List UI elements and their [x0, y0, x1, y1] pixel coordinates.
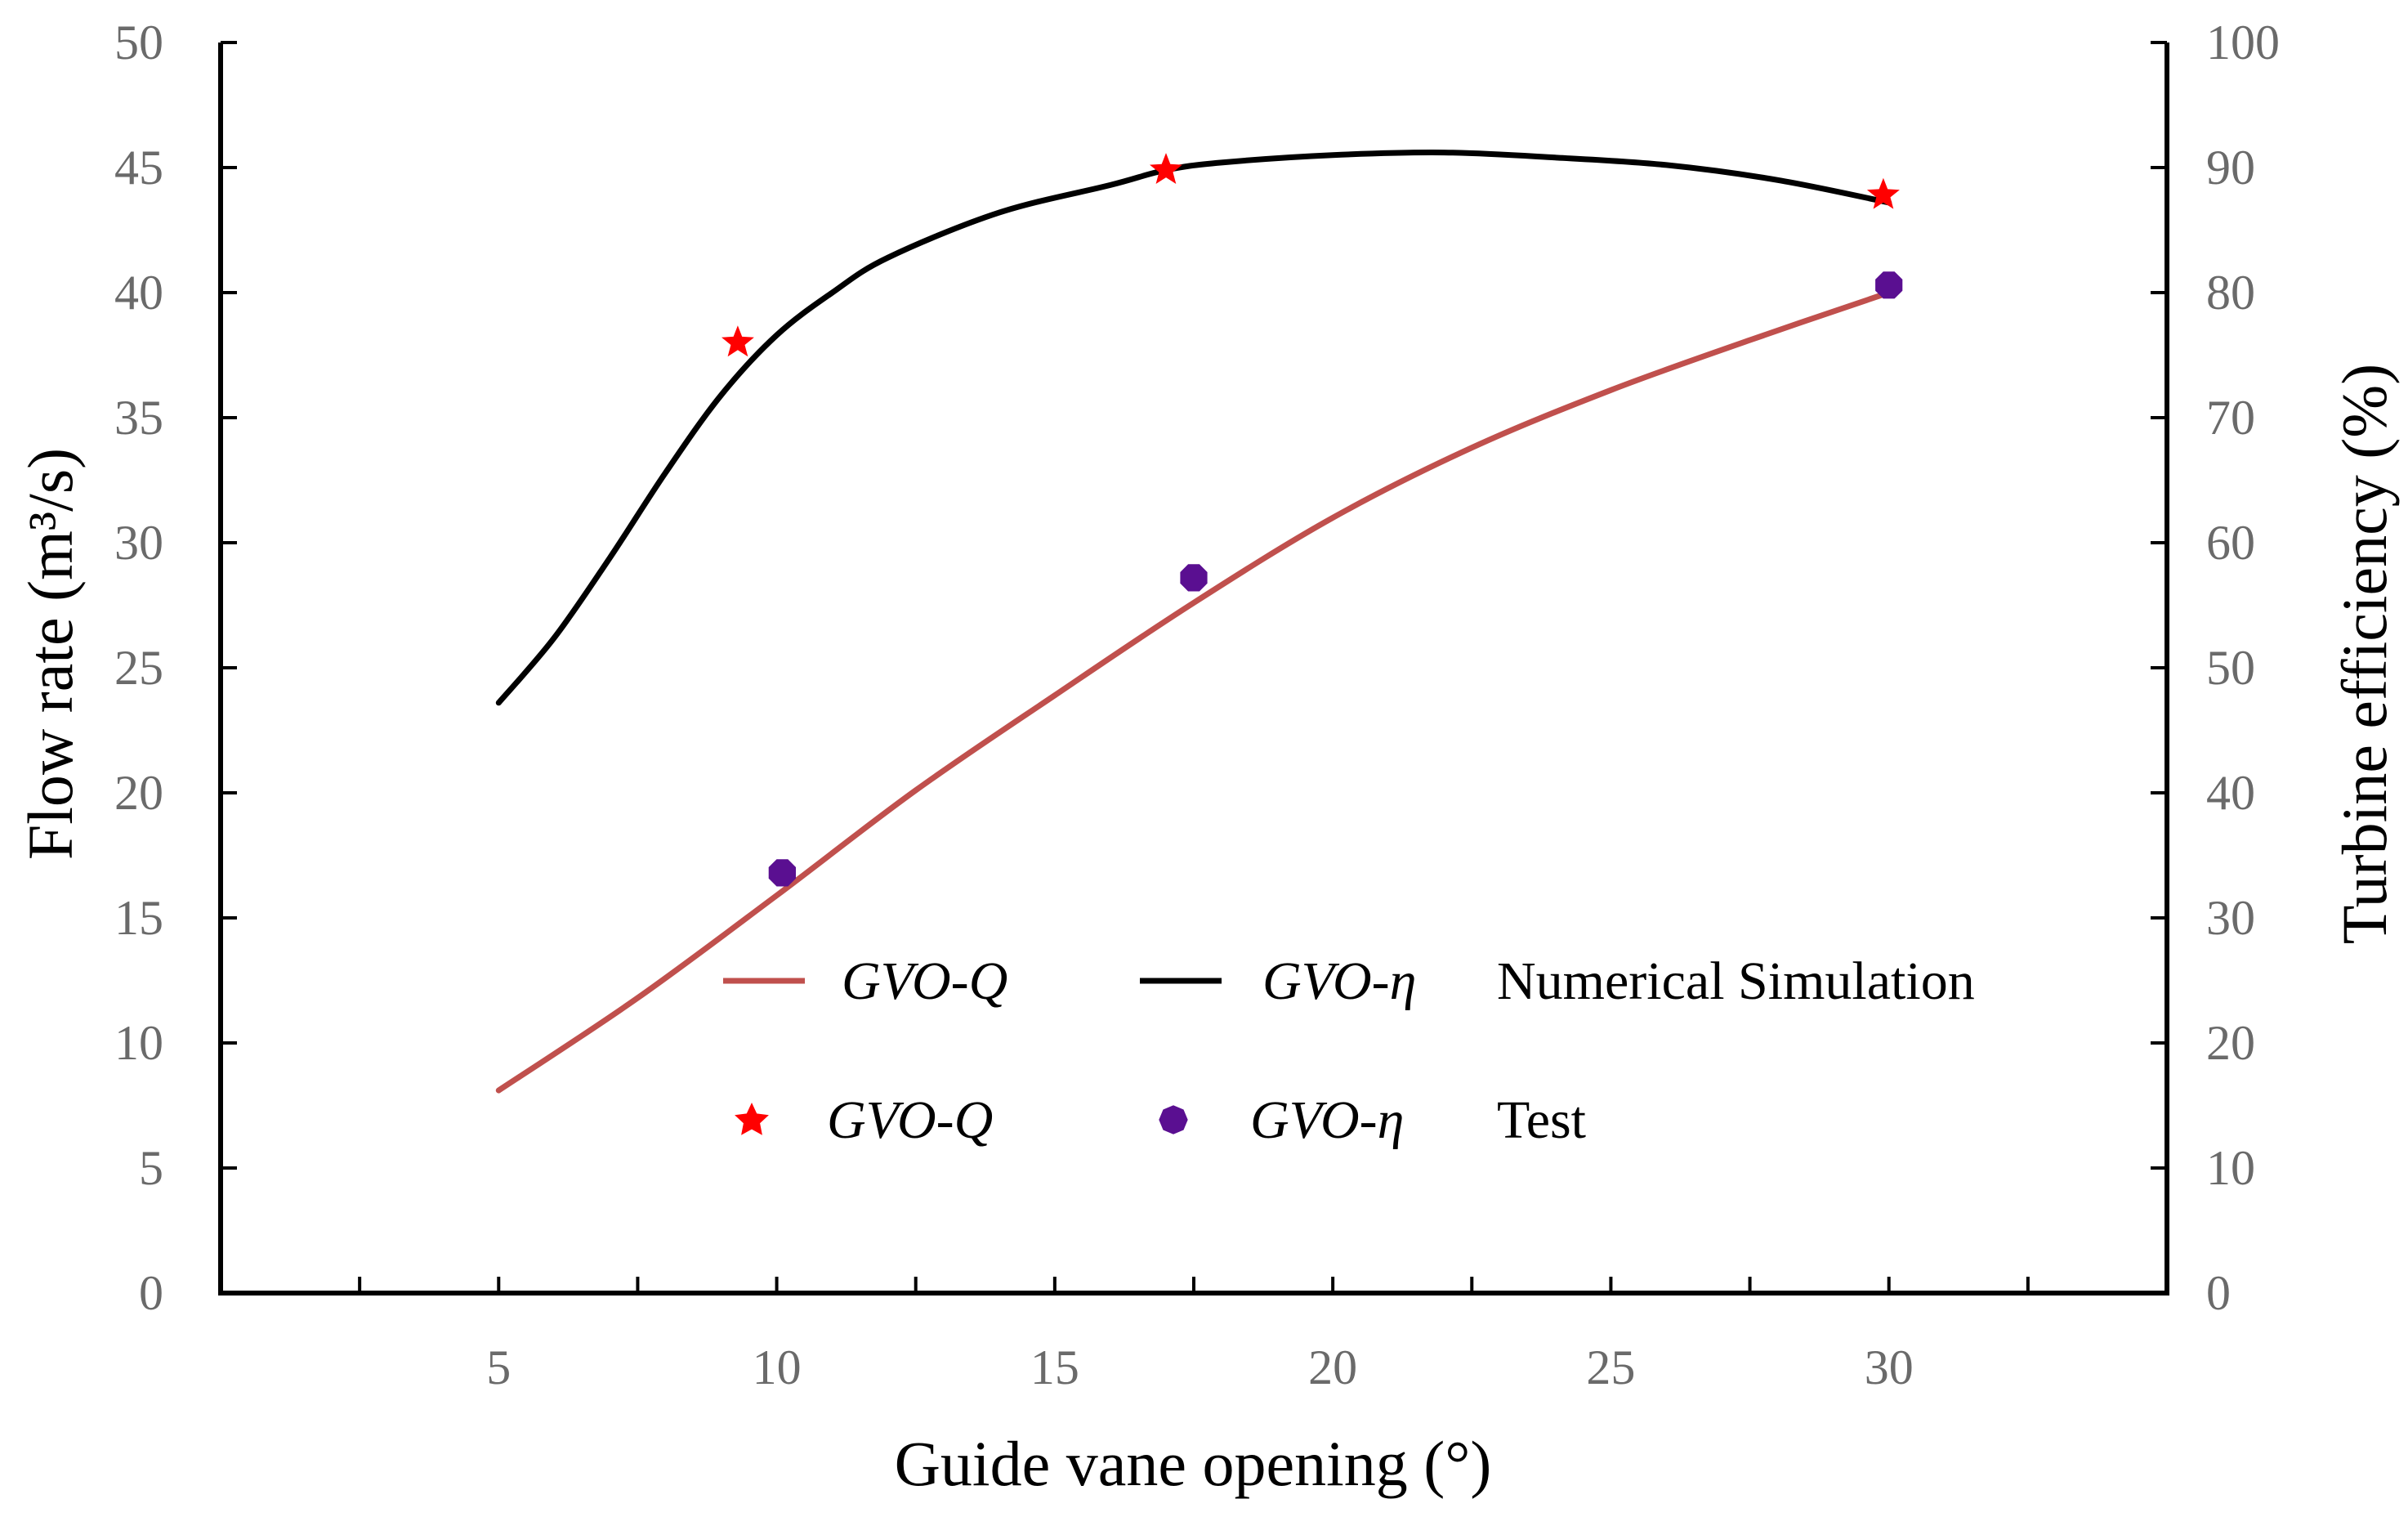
- y-right-tick-label: 60: [2206, 516, 2255, 570]
- plot-frame: [218, 43, 2169, 1296]
- x-tick-label: 20: [1308, 1340, 1357, 1394]
- y-left-tick-label: 50: [114, 16, 163, 69]
- y-right-tick-label: 80: [2206, 266, 2255, 320]
- x-tick-label: 30: [1865, 1340, 1914, 1394]
- legend-eta-line-label: GVO-η: [1262, 951, 1416, 1011]
- y-right-tick-label: 70: [2206, 391, 2255, 445]
- y-left-tick-label: 5: [139, 1141, 163, 1195]
- test-point-octagon: [1875, 271, 1903, 299]
- y-left-tick-label: 25: [114, 641, 163, 695]
- test-point-star: [722, 325, 754, 357]
- legend-eta-octagon-swatch: [1159, 1105, 1188, 1134]
- y-right-tick-label: 90: [2206, 141, 2255, 195]
- x-tick-label: 5: [486, 1340, 511, 1394]
- series-line-GVO-η: [495, 150, 1892, 706]
- legend-q-line-label: GVO-Q: [842, 951, 1007, 1011]
- y-right-tick-label: 30: [2206, 891, 2255, 945]
- legend-test-label: Test: [1497, 1090, 1586, 1150]
- y-left-tick-label: 15: [114, 891, 163, 945]
- legend: GVO-Q GVO-η Numerical Simulation GVO-Q G…: [723, 951, 1975, 1150]
- test-point-star: [1866, 177, 1900, 209]
- y-left-tick-label: 40: [114, 266, 163, 320]
- x-tick-label: 10: [753, 1340, 802, 1394]
- legend-simulation-label: Numerical Simulation: [1497, 951, 1975, 1011]
- series-line-GVO-Q: [495, 289, 1892, 1094]
- y-right-tick-label: 100: [2206, 16, 2280, 69]
- y-left-tick-label: 10: [114, 1016, 163, 1070]
- test-point-star: [1150, 153, 1182, 184]
- legend-q-test-label: GVO-Q: [827, 1090, 993, 1150]
- y-left-tick-label: 45: [114, 141, 163, 195]
- x-axis-ticks: 5 10 15 20 25 30: [358, 1277, 2030, 1394]
- y-axis-right-title: Turbine efficiency (%): [2329, 364, 2400, 944]
- y-left-tick-label: 0: [139, 1266, 163, 1320]
- series-points: [722, 153, 1903, 887]
- legend-q-star-swatch: [735, 1103, 769, 1135]
- y-left-tick-label: 30: [114, 516, 163, 570]
- y-axis-left-title: Flow rate (m³/s): [15, 448, 86, 860]
- left-axis-ticks: 0 5 10 15 20 25 30 35 40 45 50: [114, 16, 237, 1320]
- x-tick-label: 25: [1586, 1340, 1635, 1394]
- right-axis-ticks: 0 10 20 30 40 50 60 70 80 90 100: [2151, 16, 2280, 1320]
- y-right-tick-label: 40: [2206, 766, 2255, 820]
- y-right-tick-label: 50: [2206, 641, 2255, 695]
- y-left-tick-label: 20: [114, 766, 163, 820]
- y-left-tick-label: 35: [114, 391, 163, 445]
- y-right-tick-label: 0: [2206, 1266, 2231, 1320]
- test-point-octagon: [768, 859, 796, 887]
- x-tick-label: 15: [1030, 1340, 1079, 1394]
- x-axis-title: Guide vane opening (°): [895, 1428, 1492, 1499]
- test-point-octagon: [1180, 564, 1208, 592]
- legend-eta-test-label: GVO-η: [1250, 1090, 1404, 1150]
- y-right-tick-label: 20: [2206, 1016, 2255, 1070]
- y-right-tick-label: 10: [2206, 1141, 2255, 1195]
- series-lines: [495, 150, 1892, 1094]
